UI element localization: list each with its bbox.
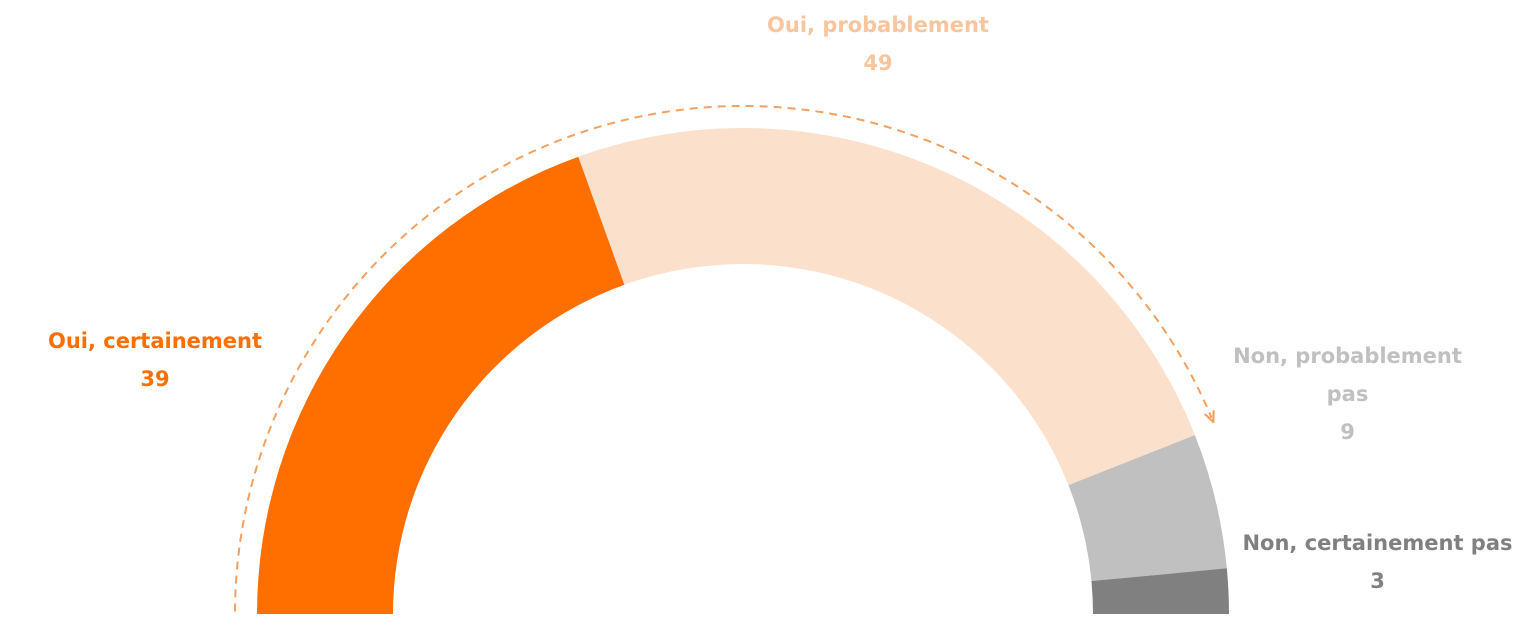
value-label: 3 [1370,569,1385,593]
segment-label: Non, certainement pas 3 [1240,524,1515,600]
category-name: Non, probablement pas [1233,344,1462,406]
category-name: Non, certainement pas [1242,531,1513,555]
donut-segment [1091,568,1229,614]
donut-segment [257,156,625,615]
value-label: 9 [1340,420,1355,444]
donut-segment [578,128,1195,486]
segment-label: Non, probablement pas 9 [1225,337,1470,451]
value-label: 39 [140,367,170,391]
value-label: 49 [863,51,893,75]
donut-segment [1068,435,1227,582]
segment-label: Oui, certainement 39 [5,322,305,398]
category-name: Oui, probablement [767,13,989,37]
category-name: Oui, certainement [47,329,263,353]
segment-label: Oui, probablement 49 [728,6,1028,82]
